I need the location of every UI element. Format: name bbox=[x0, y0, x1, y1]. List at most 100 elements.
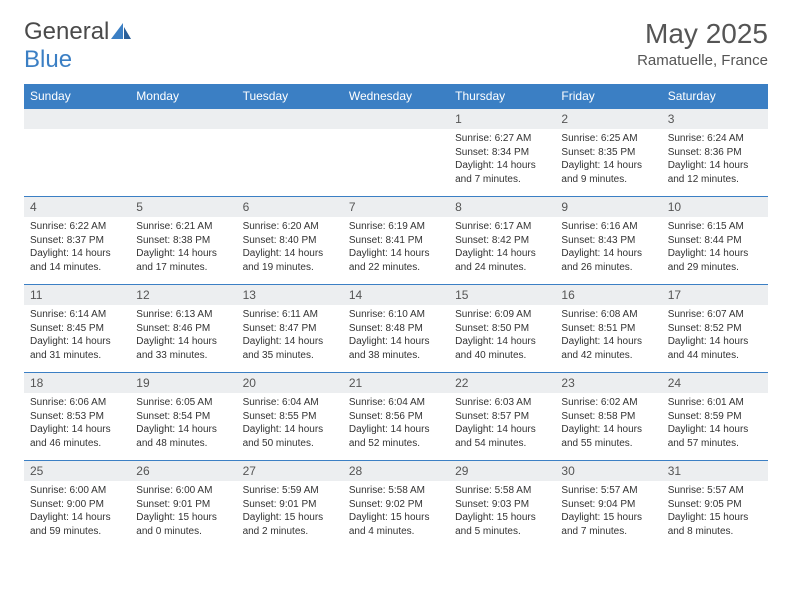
day-cell-15: 15Sunrise: 6:09 AMSunset: 8:50 PMDayligh… bbox=[449, 285, 555, 373]
day-number: 30 bbox=[555, 461, 661, 481]
day-details: Sunrise: 6:07 AMSunset: 8:52 PMDaylight:… bbox=[662, 305, 768, 366]
month-title: May 2025 bbox=[637, 18, 768, 50]
day-details: Sunrise: 6:04 AMSunset: 8:56 PMDaylight:… bbox=[343, 393, 449, 454]
day-number: 31 bbox=[662, 461, 768, 481]
day-number: 16 bbox=[555, 285, 661, 305]
day-number: 24 bbox=[662, 373, 768, 393]
calendar-row: 25Sunrise: 6:00 AMSunset: 9:00 PMDayligh… bbox=[24, 461, 768, 549]
weekday-thursday: Thursday bbox=[449, 84, 555, 109]
calendar-row: 4Sunrise: 6:22 AMSunset: 8:37 PMDaylight… bbox=[24, 197, 768, 285]
day-cell-23: 23Sunrise: 6:02 AMSunset: 8:58 PMDayligh… bbox=[555, 373, 661, 461]
day-cell-7: 7Sunrise: 6:19 AMSunset: 8:41 PMDaylight… bbox=[343, 197, 449, 285]
day-details: Sunrise: 6:11 AMSunset: 8:47 PMDaylight:… bbox=[237, 305, 343, 366]
title-block: May 2025 Ramatuelle, France bbox=[637, 18, 768, 69]
day-details: Sunrise: 6:01 AMSunset: 8:59 PMDaylight:… bbox=[662, 393, 768, 454]
day-cell-24: 24Sunrise: 6:01 AMSunset: 8:59 PMDayligh… bbox=[662, 373, 768, 461]
day-number: 1 bbox=[449, 109, 555, 129]
day-details: Sunrise: 5:58 AMSunset: 9:02 PMDaylight:… bbox=[343, 481, 449, 542]
day-cell-29: 29Sunrise: 5:58 AMSunset: 9:03 PMDayligh… bbox=[449, 461, 555, 549]
day-details: Sunrise: 6:08 AMSunset: 8:51 PMDaylight:… bbox=[555, 305, 661, 366]
day-number: 22 bbox=[449, 373, 555, 393]
weekday-monday: Monday bbox=[130, 84, 236, 109]
day-details: Sunrise: 6:00 AMSunset: 9:01 PMDaylight:… bbox=[130, 481, 236, 542]
day-cell-2: 2Sunrise: 6:25 AMSunset: 8:35 PMDaylight… bbox=[555, 109, 661, 197]
weekday-friday: Friday bbox=[555, 84, 661, 109]
day-number: 5 bbox=[130, 197, 236, 217]
calendar-row: 1Sunrise: 6:27 AMSunset: 8:34 PMDaylight… bbox=[24, 109, 768, 197]
location-text: Ramatuelle, France bbox=[637, 52, 768, 69]
day-details: Sunrise: 6:15 AMSunset: 8:44 PMDaylight:… bbox=[662, 217, 768, 278]
day-number: 12 bbox=[130, 285, 236, 305]
day-cell-22: 22Sunrise: 6:03 AMSunset: 8:57 PMDayligh… bbox=[449, 373, 555, 461]
weekday-sunday: Sunday bbox=[24, 84, 130, 109]
day-number: 8 bbox=[449, 197, 555, 217]
day-details: Sunrise: 6:25 AMSunset: 8:35 PMDaylight:… bbox=[555, 129, 661, 190]
day-number: 29 bbox=[449, 461, 555, 481]
day-number: 15 bbox=[449, 285, 555, 305]
day-cell-18: 18Sunrise: 6:06 AMSunset: 8:53 PMDayligh… bbox=[24, 373, 130, 461]
day-number: 23 bbox=[555, 373, 661, 393]
day-details: Sunrise: 6:05 AMSunset: 8:54 PMDaylight:… bbox=[130, 393, 236, 454]
day-number: 19 bbox=[130, 373, 236, 393]
day-number: 11 bbox=[24, 285, 130, 305]
day-number: 9 bbox=[555, 197, 661, 217]
day-cell-21: 21Sunrise: 6:04 AMSunset: 8:56 PMDayligh… bbox=[343, 373, 449, 461]
day-number: 26 bbox=[130, 461, 236, 481]
page-header: GeneralBlue May 2025 Ramatuelle, France bbox=[24, 18, 768, 74]
calendar-row: 18Sunrise: 6:06 AMSunset: 8:53 PMDayligh… bbox=[24, 373, 768, 461]
day-number: 20 bbox=[237, 373, 343, 393]
day-cell-28: 28Sunrise: 5:58 AMSunset: 9:02 PMDayligh… bbox=[343, 461, 449, 549]
day-cell-8: 8Sunrise: 6:17 AMSunset: 8:42 PMDaylight… bbox=[449, 197, 555, 285]
day-number: 6 bbox=[237, 197, 343, 217]
day-number: 3 bbox=[662, 109, 768, 129]
day-cell-20: 20Sunrise: 6:04 AMSunset: 8:55 PMDayligh… bbox=[237, 373, 343, 461]
day-number: 17 bbox=[662, 285, 768, 305]
day-cell-31: 31Sunrise: 5:57 AMSunset: 9:05 PMDayligh… bbox=[662, 461, 768, 549]
day-details: Sunrise: 6:21 AMSunset: 8:38 PMDaylight:… bbox=[130, 217, 236, 278]
day-number: 2 bbox=[555, 109, 661, 129]
day-cell-14: 14Sunrise: 6:10 AMSunset: 8:48 PMDayligh… bbox=[343, 285, 449, 373]
day-details: Sunrise: 6:03 AMSunset: 8:57 PMDaylight:… bbox=[449, 393, 555, 454]
brand-text-1: General bbox=[24, 18, 109, 45]
day-cell-26: 26Sunrise: 6:00 AMSunset: 9:01 PMDayligh… bbox=[130, 461, 236, 549]
weekday-tuesday: Tuesday bbox=[237, 84, 343, 109]
day-details: Sunrise: 5:57 AMSunset: 9:05 PMDaylight:… bbox=[662, 481, 768, 542]
day-details: Sunrise: 5:57 AMSunset: 9:04 PMDaylight:… bbox=[555, 481, 661, 542]
day-cell-27: 27Sunrise: 5:59 AMSunset: 9:01 PMDayligh… bbox=[237, 461, 343, 549]
day-details: Sunrise: 6:13 AMSunset: 8:46 PMDaylight:… bbox=[130, 305, 236, 366]
day-cell-1: 1Sunrise: 6:27 AMSunset: 8:34 PMDaylight… bbox=[449, 109, 555, 197]
day-details: Sunrise: 6:02 AMSunset: 8:58 PMDaylight:… bbox=[555, 393, 661, 454]
calendar-row: 11Sunrise: 6:14 AMSunset: 8:45 PMDayligh… bbox=[24, 285, 768, 373]
day-cell-13: 13Sunrise: 6:11 AMSunset: 8:47 PMDayligh… bbox=[237, 285, 343, 373]
day-details: Sunrise: 6:20 AMSunset: 8:40 PMDaylight:… bbox=[237, 217, 343, 278]
day-cell-19: 19Sunrise: 6:05 AMSunset: 8:54 PMDayligh… bbox=[130, 373, 236, 461]
brand-logo: GeneralBlue bbox=[24, 18, 131, 74]
day-details: Sunrise: 6:00 AMSunset: 9:00 PMDaylight:… bbox=[24, 481, 130, 542]
day-cell-3: 3Sunrise: 6:24 AMSunset: 8:36 PMDaylight… bbox=[662, 109, 768, 197]
day-number: 28 bbox=[343, 461, 449, 481]
day-cell-11: 11Sunrise: 6:14 AMSunset: 8:45 PMDayligh… bbox=[24, 285, 130, 373]
day-cell-9: 9Sunrise: 6:16 AMSunset: 8:43 PMDaylight… bbox=[555, 197, 661, 285]
day-number: 7 bbox=[343, 197, 449, 217]
day-details: Sunrise: 6:19 AMSunset: 8:41 PMDaylight:… bbox=[343, 217, 449, 278]
day-cell-12: 12Sunrise: 6:13 AMSunset: 8:46 PMDayligh… bbox=[130, 285, 236, 373]
day-details: Sunrise: 6:14 AMSunset: 8:45 PMDaylight:… bbox=[24, 305, 130, 366]
day-cell-4: 4Sunrise: 6:22 AMSunset: 8:37 PMDaylight… bbox=[24, 197, 130, 285]
day-details: Sunrise: 6:22 AMSunset: 8:37 PMDaylight:… bbox=[24, 217, 130, 278]
day-details: Sunrise: 6:04 AMSunset: 8:55 PMDaylight:… bbox=[237, 393, 343, 454]
day-details: Sunrise: 6:10 AMSunset: 8:48 PMDaylight:… bbox=[343, 305, 449, 366]
day-number: 14 bbox=[343, 285, 449, 305]
empty-cell bbox=[237, 109, 343, 197]
day-details: Sunrise: 6:24 AMSunset: 8:36 PMDaylight:… bbox=[662, 129, 768, 190]
day-number: 27 bbox=[237, 461, 343, 481]
sail-icon bbox=[111, 23, 131, 39]
day-details: Sunrise: 5:58 AMSunset: 9:03 PMDaylight:… bbox=[449, 481, 555, 542]
day-details: Sunrise: 6:27 AMSunset: 8:34 PMDaylight:… bbox=[449, 129, 555, 190]
day-number: 18 bbox=[24, 373, 130, 393]
day-number: 21 bbox=[343, 373, 449, 393]
weekday-saturday: Saturday bbox=[662, 84, 768, 109]
day-details: Sunrise: 6:06 AMSunset: 8:53 PMDaylight:… bbox=[24, 393, 130, 454]
day-cell-6: 6Sunrise: 6:20 AMSunset: 8:40 PMDaylight… bbox=[237, 197, 343, 285]
brand-text-2: Blue bbox=[24, 46, 131, 74]
empty-cell bbox=[24, 109, 130, 197]
